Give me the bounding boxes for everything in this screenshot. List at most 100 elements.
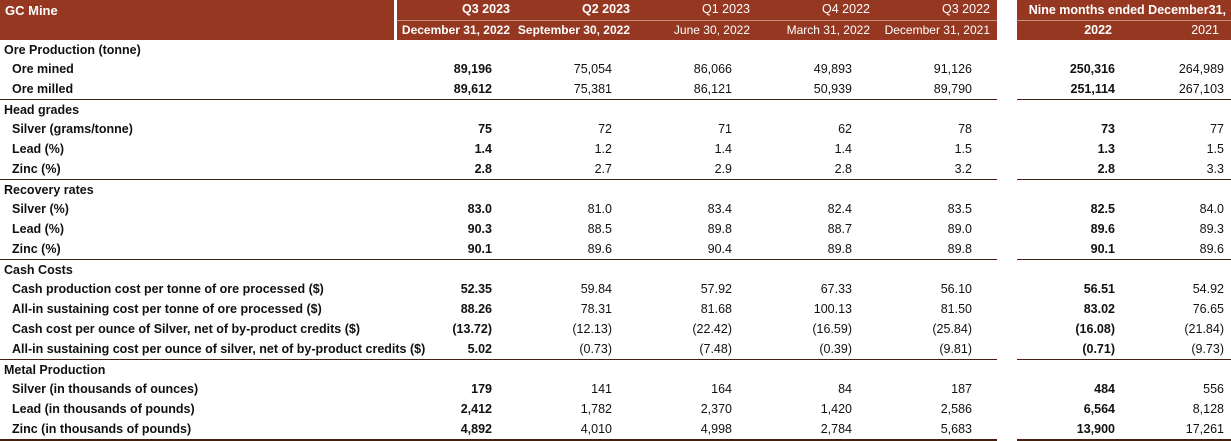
value-cell: 6,564 (1083, 402, 1115, 416)
table-body: Ore Production (tonne) Ore mined 89,196 75,… (0, 40, 1231, 441)
value-cell: (0.39) (757, 340, 877, 360)
value-cell: 17,261 (1124, 420, 1231, 441)
value-cell: 4,892 (397, 420, 517, 441)
value-cell: 89.8 (707, 222, 732, 236)
quarter-end-date: September 30, 2022 (517, 23, 630, 37)
row-label: Ore milled (0, 80, 397, 100)
value-cell: 179 (471, 382, 492, 396)
value-cell: 83.5 (947, 202, 972, 216)
table-row: Zinc (%) 90.1 89.6 90.4 89.8 89.8 90.1 89.6 (0, 240, 1231, 260)
value-cell: 1,420 (820, 402, 852, 416)
value-cell: 100.13 (813, 302, 852, 316)
table-row: Silver (grams/tonne) 75 72 71 62 78 73 77 (0, 120, 1231, 140)
value-cell: 2,586 (940, 402, 972, 416)
value-cell: 56.51 (1083, 282, 1115, 296)
value-cell: (0.73) (517, 340, 637, 360)
value-cell: 2.7 (517, 160, 637, 180)
value-cell: 2,412 (460, 402, 492, 416)
value-cell: 81.68 (700, 302, 732, 316)
value-cell: 251,114 (1017, 80, 1124, 100)
value-cell: 59.84 (580, 282, 612, 296)
row-label: Cash cost per ounce of Silver, net of by… (12, 322, 360, 336)
value-cell: 72 (598, 122, 612, 136)
value-cell: (16.08) (1075, 322, 1115, 336)
table-row: Ore milled 89,612 75,381 86,121 50,939 89,790… (0, 80, 1231, 100)
value-cell: 484 (1094, 382, 1115, 396)
value-cell: (13.72) (452, 322, 492, 336)
column-gap (997, 140, 1017, 160)
value-cell: (12.13) (572, 322, 612, 336)
value-cell: 86,066 (693, 62, 732, 76)
value-cell: (9.81) (877, 340, 997, 360)
value-cell: 1.4 (474, 142, 492, 156)
value-cell: 90.4 (637, 240, 757, 260)
quarter-label: Q4 2022 (822, 2, 870, 16)
table-row: Silver (%) 83.0 81.0 83.4 82.4 83.5 82.5 84.0 (0, 200, 1231, 220)
column-gap (997, 160, 1017, 180)
column-gap (997, 120, 1017, 140)
row-label: All-in sustaining cost per ounce of silv… (0, 340, 425, 360)
row-label: Lead (in thousands of pounds) (12, 402, 195, 416)
column-gap (997, 340, 1017, 360)
value-cell: 2.8 (397, 160, 517, 180)
value-cell: 57.92 (700, 282, 732, 296)
value-cell: 187 (951, 382, 972, 396)
value-cell: 2,784 (757, 420, 877, 441)
column-gap (997, 80, 1017, 100)
value-cell: 78.31 (580, 302, 612, 316)
value-cell: 88.7 (827, 222, 852, 236)
value-cell: 3.2 (877, 160, 997, 180)
value-cell: 90.1 (397, 240, 517, 260)
column-gap (997, 200, 1017, 220)
value-cell: 71 (718, 122, 732, 136)
value-cell: 49,893 (813, 62, 852, 76)
value-cell: 1.4 (834, 142, 852, 156)
nine-months-years-row: 2022 2021 (1017, 20, 1231, 40)
value-cell: 267,103 (1124, 80, 1231, 100)
value-cell: 82.4 (827, 202, 852, 216)
value-cell: 75,381 (517, 80, 637, 100)
value-cell: 8,128 (1192, 402, 1224, 416)
row-label: Zinc (in thousands of pounds) (0, 420, 397, 441)
table-row: All-in sustaining cost per ounce of silv… (0, 340, 1231, 360)
value-cell: 89.8 (877, 240, 997, 260)
value-cell: 84 (838, 382, 852, 396)
column-gap (997, 240, 1017, 260)
value-cell: 88.5 (587, 222, 612, 236)
row-label: Silver (in thousands of ounces) (12, 382, 199, 396)
row-label: Silver (grams/tonne) (12, 122, 133, 136)
table-row: Zinc (in thousands of pounds) 4,892 4,010 4… (0, 420, 1231, 441)
value-cell: 89.6 (517, 240, 637, 260)
quarter-header-block: Q3 2023 Q2 2023 Q1 2023 Q4 2022 Q3 2022 Dece… (397, 0, 997, 40)
value-cell: 83.4 (707, 202, 732, 216)
value-cell: 84.0 (1199, 202, 1224, 216)
row-label: Zinc (%) (0, 240, 397, 260)
table-header: GC Mine Q3 2023 Q2 2023 Q1 2023 Q4 2022 Q3 2… (0, 0, 1231, 40)
column-gap (997, 320, 1017, 340)
value-cell: 2.8 (757, 160, 877, 180)
quarter-end-date: December 31, 2022 (401, 23, 510, 37)
value-cell: 4,010 (517, 420, 637, 441)
quarter-label: Q1 2023 (702, 2, 750, 16)
row-label: Cash production cost per tonne of ore pr… (12, 282, 324, 296)
value-cell: 75,054 (573, 62, 612, 76)
section-title-row: Head grades (4, 103, 80, 117)
value-cell: 1,782 (580, 402, 612, 416)
value-cell: 82.5 (1090, 202, 1115, 216)
quarter-label: Q2 2023 (582, 2, 630, 16)
column-gap (997, 420, 1017, 441)
table-row: Cash cost per ounce of Silver, net of by… (0, 320, 1231, 340)
value-cell: 141 (591, 382, 612, 396)
value-cell: 250,316 (1069, 62, 1115, 76)
value-cell: 89.6 (1124, 240, 1231, 260)
value-cell: 2.9 (637, 160, 757, 180)
nine-months-header-block: Nine months ended December31, 2022 2021 (1017, 0, 1231, 40)
quarter-end-date: December 31, 2021 (884, 23, 990, 37)
nine-months-label: Nine months ended December31, (1028, 3, 1226, 17)
value-cell: 89.0 (947, 222, 972, 236)
table-row: Cash production cost per tonne of ore pr… (0, 280, 1231, 300)
row-label: All-in sustaining cost per tonne of ore … (12, 302, 322, 316)
column-gap (997, 60, 1017, 80)
value-cell: 81.0 (587, 202, 612, 216)
section-title-row: Ore Production (tonne) (4, 43, 141, 57)
